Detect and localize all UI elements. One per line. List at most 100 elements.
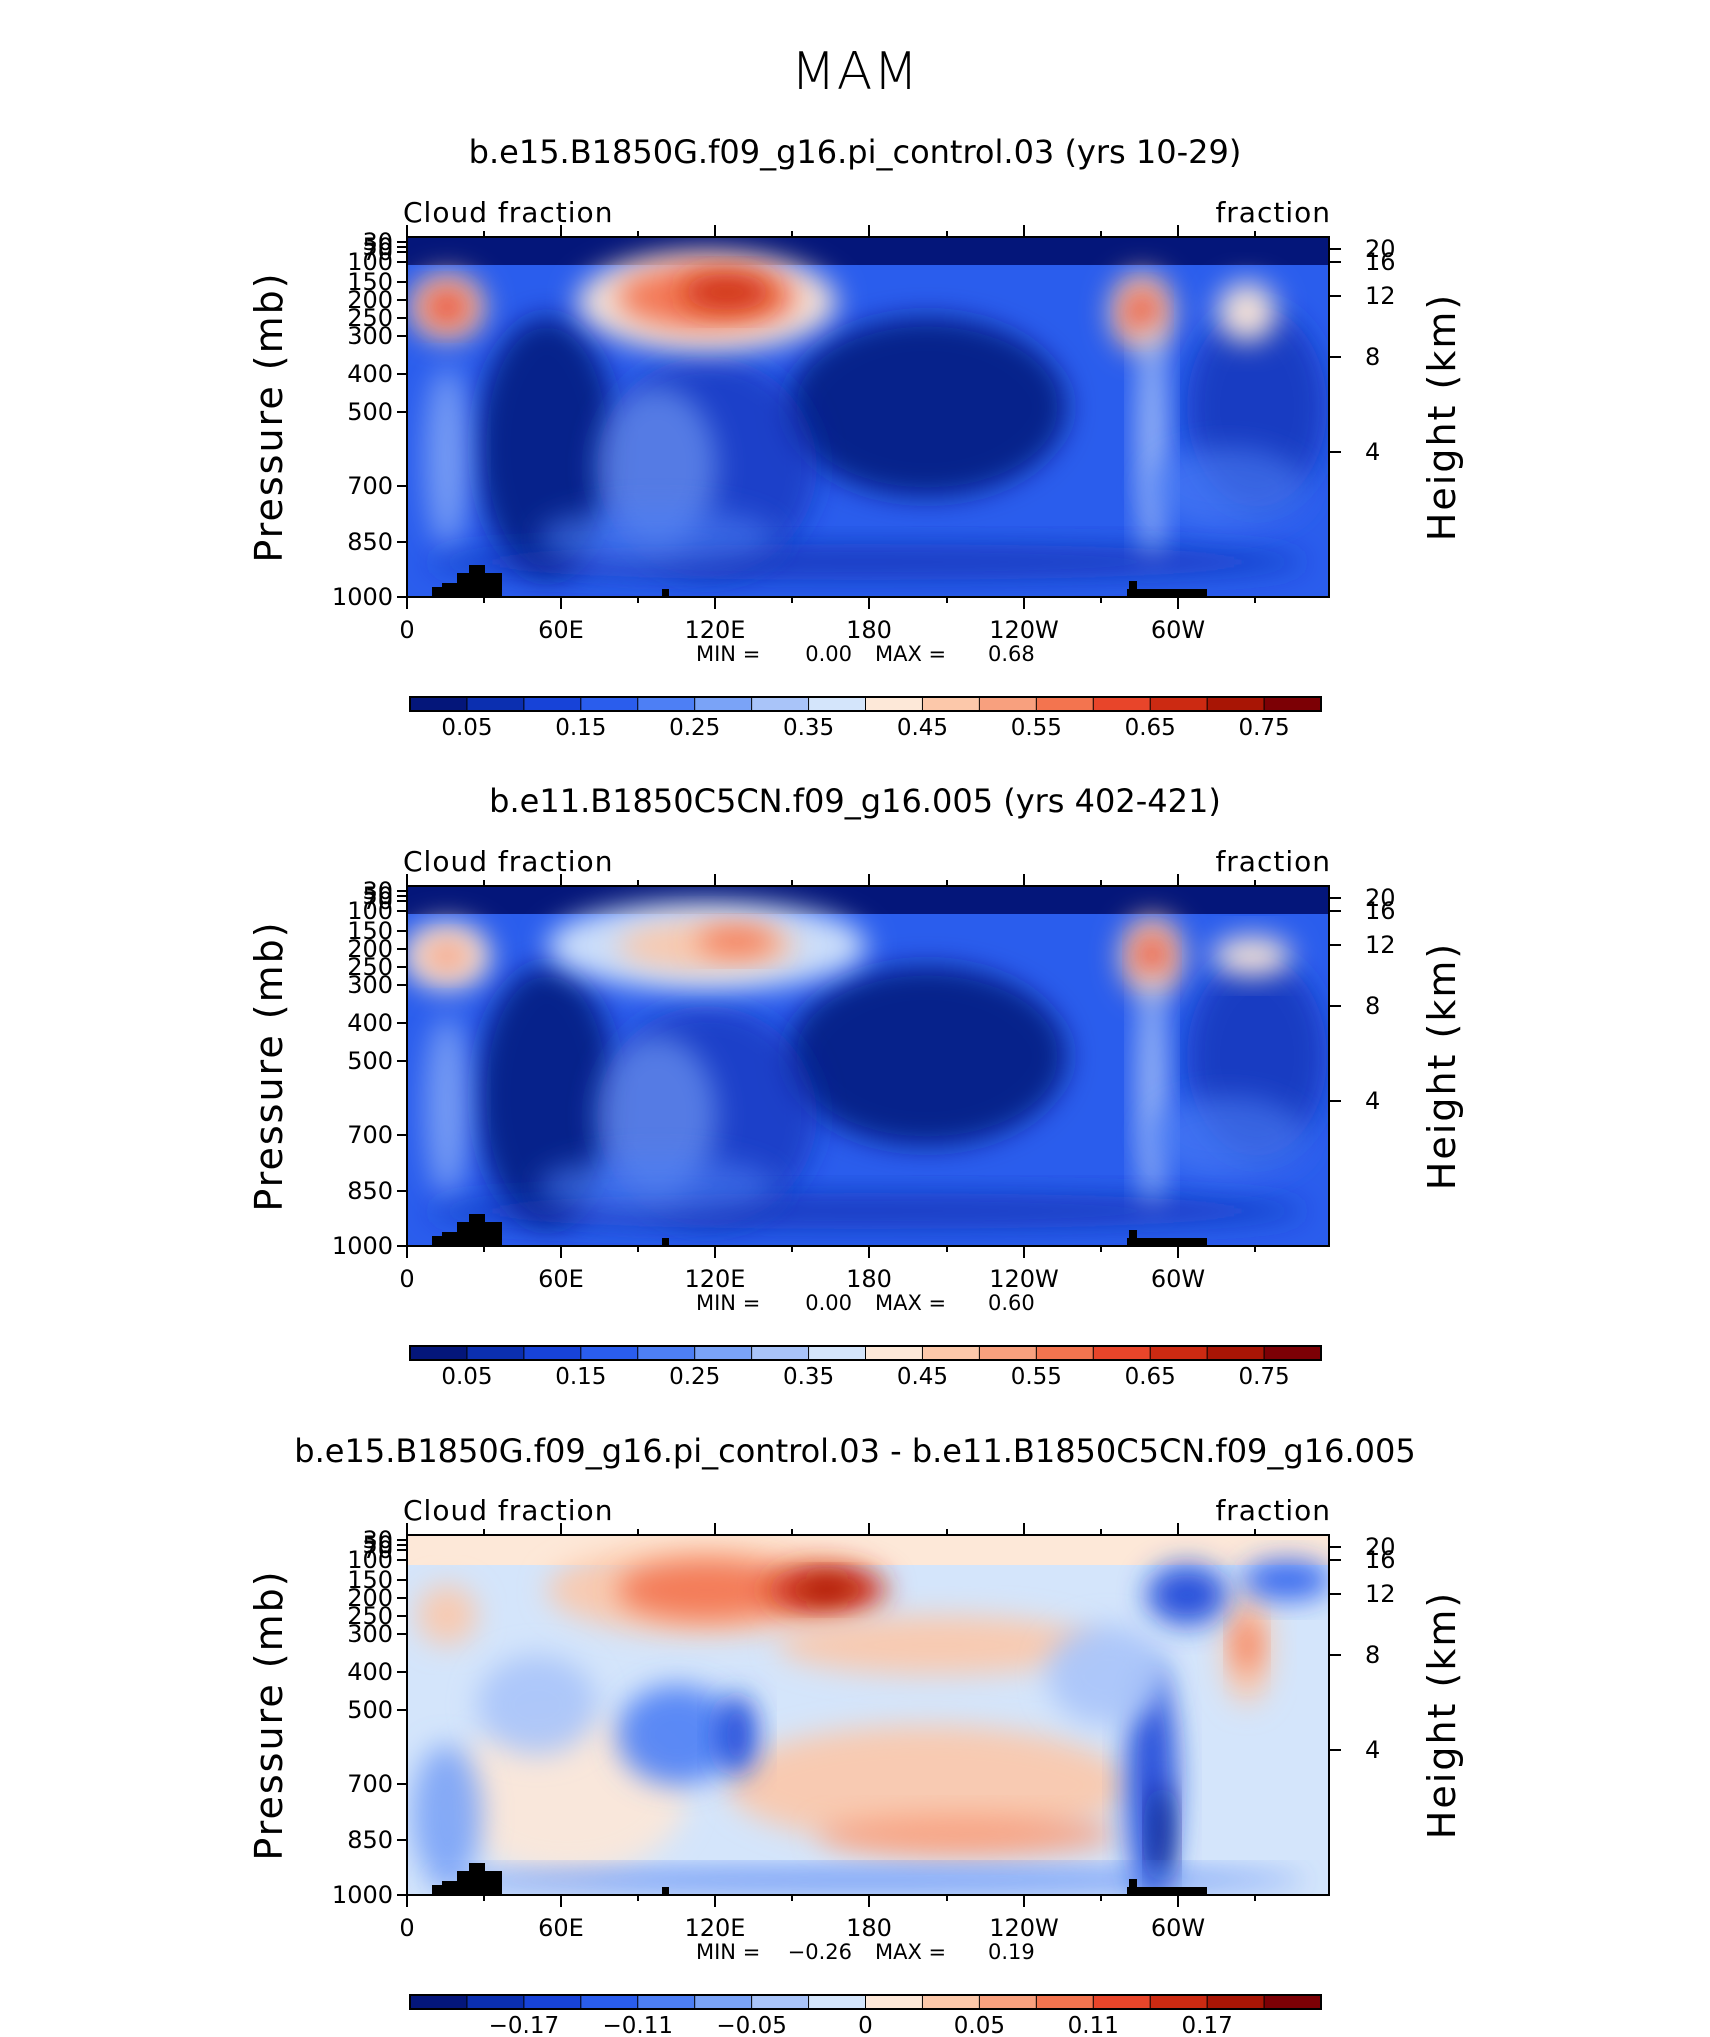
max-label: MAX = — [875, 1291, 946, 1315]
colorbar-label: 0.65 — [1125, 1364, 1176, 1390]
y-tick-label: 200 — [347, 935, 393, 963]
y-axis-title: Pressure (mb) — [247, 1569, 291, 1860]
y-right-tick-label: 8 — [1365, 992, 1380, 1020]
y-right-tick-label: 8 — [1365, 343, 1380, 371]
max-label: MAX = — [875, 1940, 946, 1964]
y-tick-label: 30 — [362, 228, 393, 256]
panel-1-title: b.e15.B1850G.f09_g16.pi_control.03 (yrs … — [468, 133, 1242, 171]
colorbar-swatch — [751, 1994, 810, 2010]
y-right-axis-title: Height (km) — [1420, 942, 1464, 1190]
y-tick-label: 1000 — [332, 1232, 393, 1260]
colorbar-swatch — [1206, 1994, 1266, 2010]
colorbar-label: 0.75 — [1238, 715, 1289, 741]
y-tick-label: 50 — [362, 882, 393, 910]
panel-2: Cloud fraction fraction305070100150200250… — [247, 845, 1464, 1390]
colorbar-swatch — [523, 1994, 582, 2010]
colorbar-swatch — [978, 696, 1038, 712]
y-tick-label: 1000 — [332, 583, 393, 611]
colorbar-swatch — [523, 696, 582, 712]
colorbar-label: 0.11 — [1068, 2013, 1119, 2037]
right-string: fraction — [1215, 1494, 1331, 1527]
min-label: MIN = — [696, 1940, 760, 1964]
y-right-tick-label: 4 — [1365, 1736, 1380, 1764]
y-right-tick-label: 12 — [1365, 1580, 1396, 1608]
colorbar-swatch — [466, 1345, 525, 1361]
colorbar: −0.17 −0.11 −0.05 0 0.05 0.11 0.17 — [409, 1994, 1322, 2037]
colorbar-swatch — [1035, 696, 1095, 712]
y-right-axis-title: Height (km) — [1420, 293, 1464, 541]
colorbar-swatch — [580, 696, 639, 712]
colorbar-swatch — [751, 1345, 810, 1361]
y-tick-label: 30 — [362, 877, 393, 905]
colorbar-swatch — [694, 696, 753, 712]
y-tick-label: 500 — [347, 398, 393, 426]
colorbar-swatch — [751, 696, 810, 712]
colorbar-swatch — [1149, 1345, 1209, 1361]
y-tick-label: 300 — [347, 971, 393, 999]
colorbar-swatch — [580, 1345, 639, 1361]
y-tick-label: 30 — [362, 1526, 393, 1554]
colorbar-label: 0.45 — [897, 1364, 948, 1390]
colorbar-swatch — [865, 696, 924, 712]
y-tick-label: 200 — [347, 286, 393, 314]
y-tick-label: 250 — [347, 953, 393, 981]
x-tick-label: 0 — [399, 616, 414, 644]
y-tick-label: 850 — [347, 528, 393, 556]
colorbar-swatch — [865, 1994, 924, 2010]
y-tick-label: 500 — [347, 1047, 393, 1075]
colorbar-swatch — [921, 696, 981, 712]
colorbar-swatch — [1092, 696, 1152, 712]
y-tick-label: 700 — [347, 1770, 393, 1798]
colorbar-swatch — [466, 696, 525, 712]
colorbar-swatch — [466, 1994, 525, 2010]
colorbar-swatch — [978, 1345, 1038, 1361]
colorbar-swatch — [409, 1994, 468, 2010]
colorbar: 0.05 0.15 0.25 0.35 0.45 0.55 0.65 0.75 — [409, 696, 1322, 741]
colorbar-swatch — [1035, 1994, 1095, 2010]
y-right-tick-label: 20 — [1365, 1533, 1396, 1561]
max-value: 0.68 — [988, 642, 1035, 666]
colorbar-label: −0.11 — [603, 2013, 673, 2037]
panel-1: Cloud fraction fraction305070100150200250… — [247, 196, 1464, 741]
colorbar-swatch — [694, 1345, 753, 1361]
y-right-tick-label: 8 — [1365, 1641, 1380, 1669]
y-right-tick-label: 16 — [1365, 248, 1396, 276]
y-tick-label: 400 — [347, 360, 393, 388]
colorbar-label: 0.75 — [1238, 1364, 1289, 1390]
x-tick-label: 120E — [685, 1265, 746, 1293]
x-tick-label: 120E — [685, 616, 746, 644]
max-value: 0.19 — [988, 1940, 1035, 1964]
colorbar-swatch — [1263, 696, 1322, 712]
y-right-tick-label: 12 — [1365, 282, 1396, 310]
colorbar-label: 0.05 — [954, 2013, 1005, 2037]
max-label: MAX = — [875, 642, 946, 666]
colorbar-label: −0.05 — [716, 2013, 786, 2037]
colorbar-label: 0.45 — [897, 715, 948, 741]
colorbar-label: 0.35 — [783, 1364, 834, 1390]
contour-field — [407, 237, 1329, 597]
colorbar-swatch — [865, 1345, 924, 1361]
y-tick-label: 150 — [347, 268, 393, 296]
page-title: MAM — [790, 42, 920, 102]
contour-field — [407, 886, 1329, 1246]
colorbar-label: −0.17 — [489, 2013, 559, 2037]
y-tick-label: 70 — [362, 238, 393, 266]
y-tick-label: 700 — [347, 472, 393, 500]
max-value: 0.60 — [988, 1291, 1035, 1315]
colorbar-swatch — [1263, 1994, 1322, 2010]
left-string: Cloud fraction — [403, 1494, 613, 1527]
colorbar-swatch — [808, 1345, 867, 1361]
y-right-tick-label: 12 — [1365, 931, 1396, 959]
x-tick-label: 60E — [538, 1914, 584, 1942]
y-tick-label: 500 — [347, 1696, 393, 1724]
y-axis-title: Pressure (mb) — [247, 271, 291, 562]
y-tick-label: 200 — [347, 1584, 393, 1612]
y-axis-title: Pressure (mb) — [247, 920, 291, 1211]
colorbar-label: 0.15 — [555, 715, 606, 741]
colorbar-label: 0.05 — [441, 1364, 492, 1390]
colorbar-frame — [409, 1345, 1322, 1361]
colorbar-swatch — [694, 1994, 753, 2010]
colorbar-swatch — [921, 1994, 981, 2010]
x-tick-label: 120W — [989, 1265, 1059, 1293]
